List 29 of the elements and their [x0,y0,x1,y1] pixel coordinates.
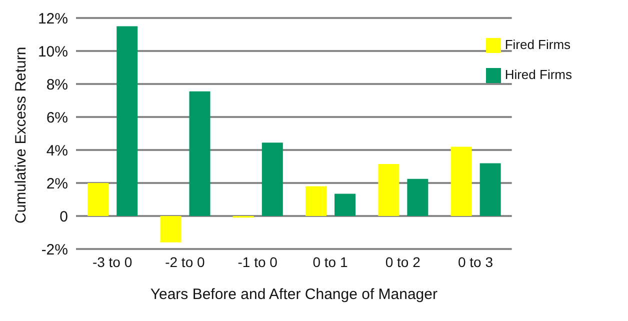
x-tick-label: -1 to 0 [238,254,278,270]
y-axis-title: Cumulative Excess Return [12,46,30,224]
legend-label: Fired Firms [504,37,571,52]
bar [378,164,400,216]
x-tick-label: -3 to 0 [92,254,132,270]
bar [189,91,210,216]
y-tick-label: 8% [46,76,68,94]
bar [306,186,327,216]
y-tick-label: 12% [38,10,68,28]
x-tick-label: -2 to 0 [165,254,206,270]
y-tick-label: 6% [46,109,68,126]
y-tick-label: 10% [38,43,68,60]
bar [262,142,283,216]
bar [480,163,501,216]
bar [334,194,356,216]
bar [116,26,138,216]
y-tick-label: -2% [41,241,68,258]
bar [88,183,109,216]
x-tick-label: 0 to 3 [458,254,494,270]
bar [407,178,428,216]
y-tick-label: 0 [60,208,68,226]
y-tick-label: 4% [46,142,68,160]
x-tick-label: 0 to 1 [312,254,348,270]
bar [450,146,472,216]
x-axis-title: Years Before and After Change of Manager [150,286,438,303]
x-tick-label: 0 to 2 [385,254,421,270]
y-tick-label: 2% [46,175,68,192]
legend-label: Hired Firms [504,67,572,82]
bar [160,216,182,242]
